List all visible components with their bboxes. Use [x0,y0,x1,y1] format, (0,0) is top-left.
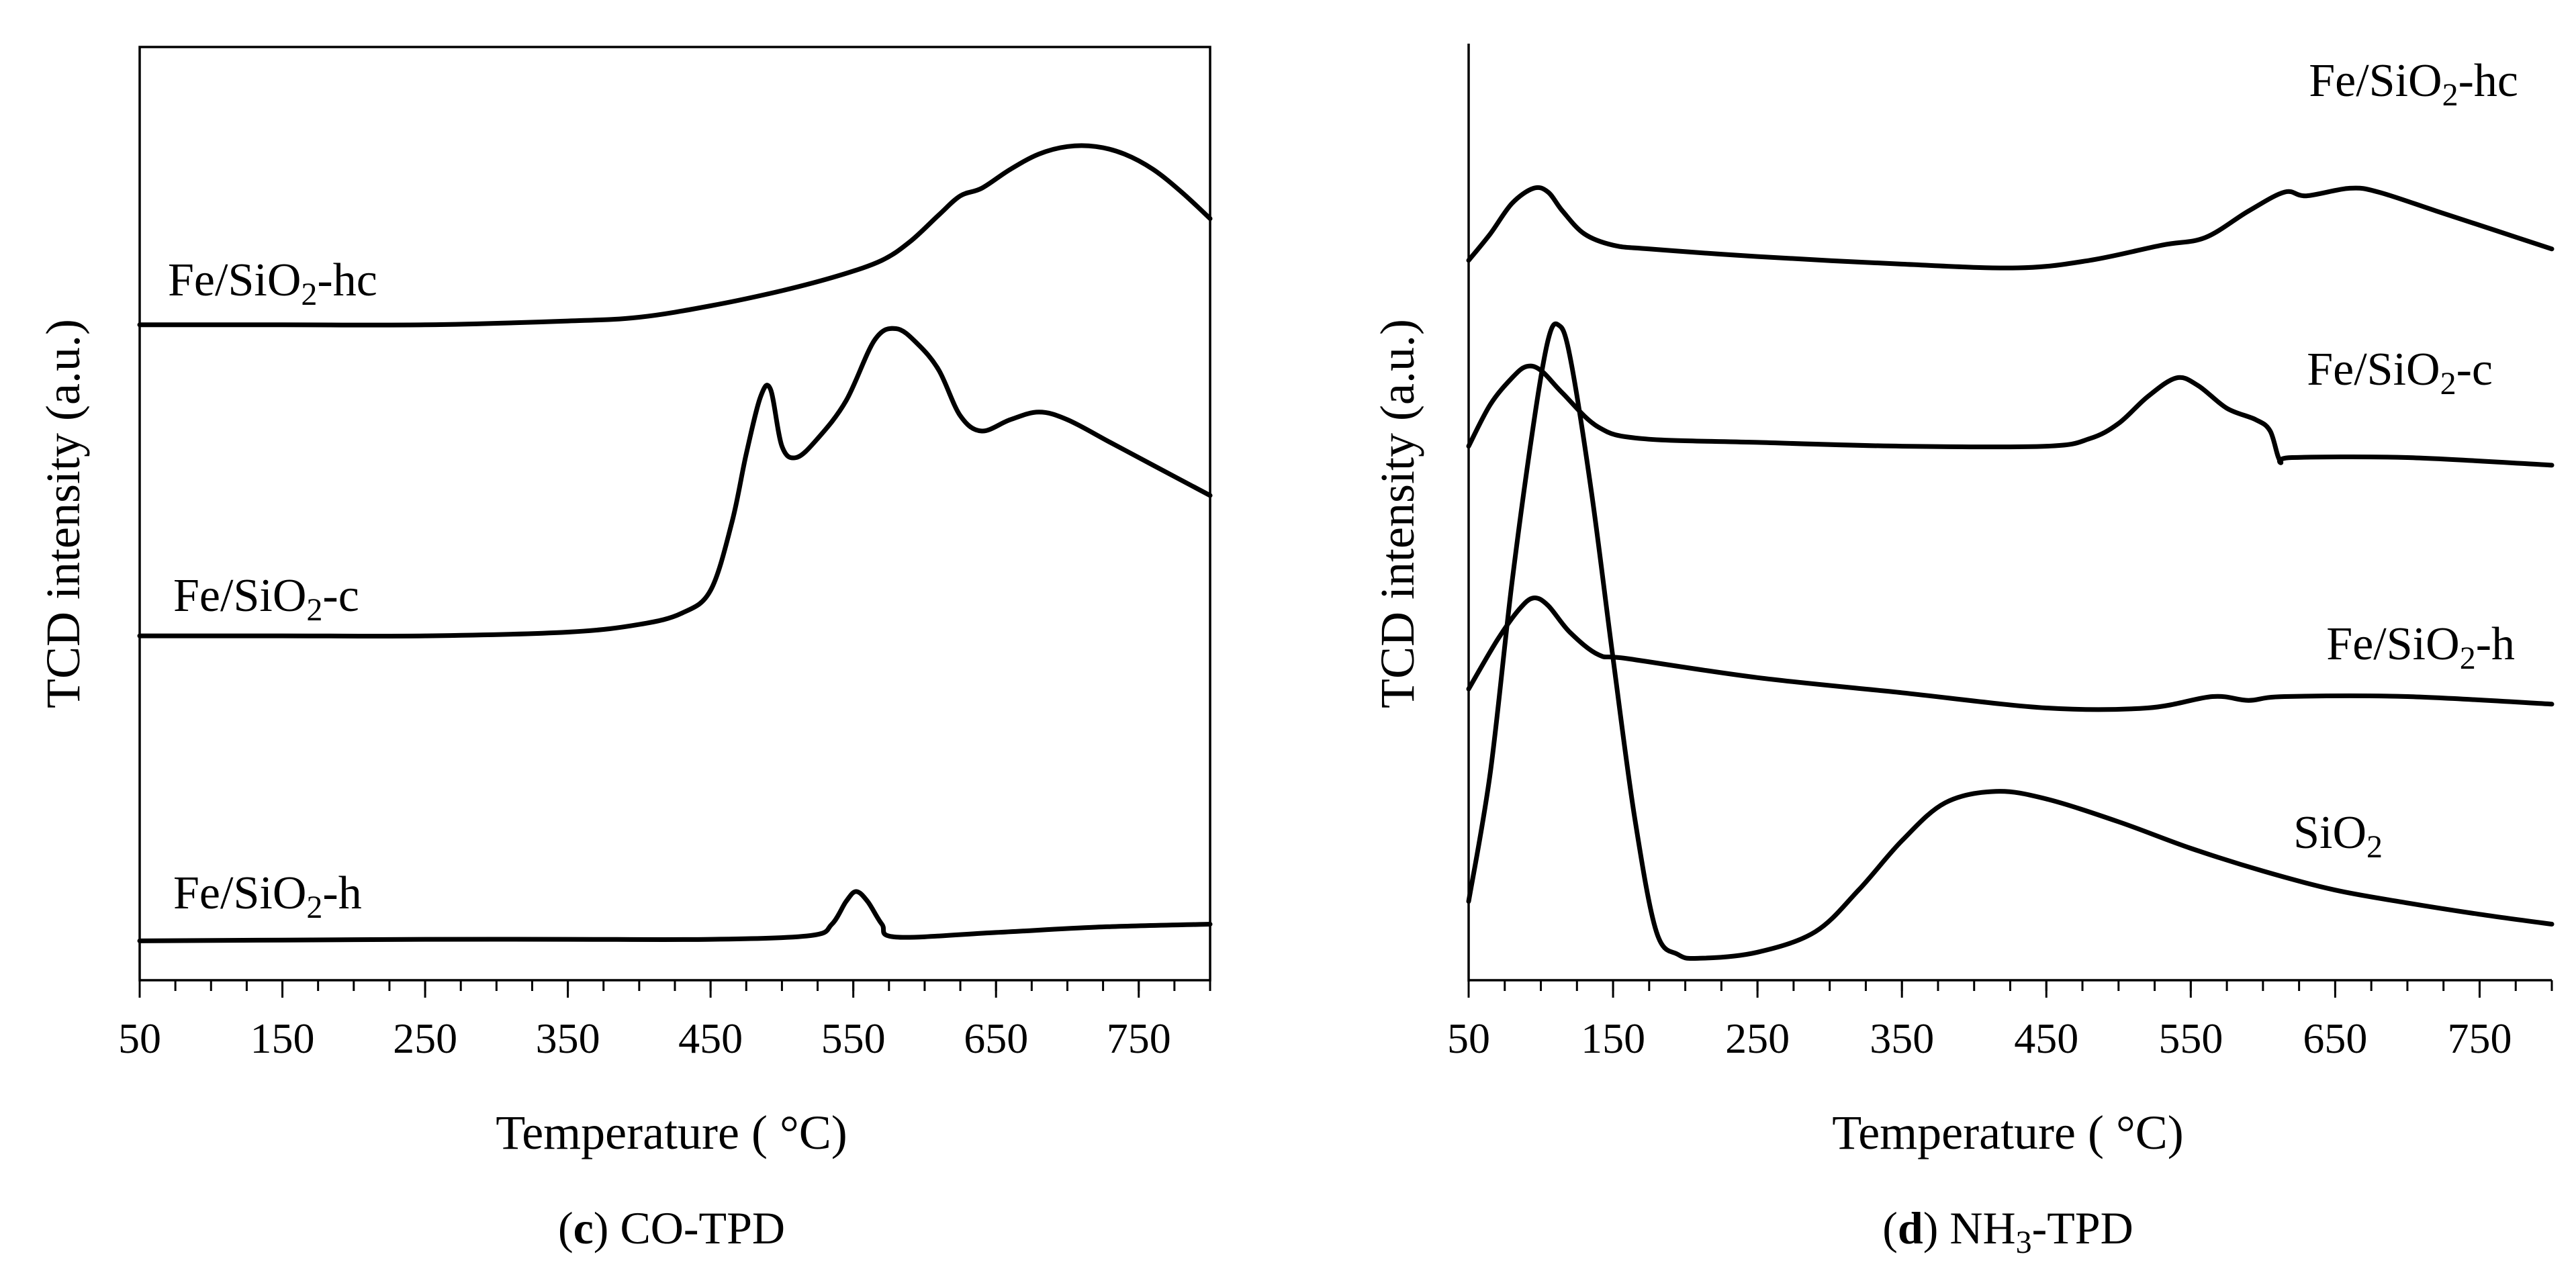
panel-d-caption-letter: d [1898,1202,1923,1253]
panel-c-x-axis-title: Temperature ( °C) [496,1106,847,1159]
panel-d-x-axis-title: Temperature ( °C) [1832,1106,2184,1159]
series-label-main: Fe/SiO [2307,344,2440,395]
series-line-fe-sio2-hc [137,143,1213,328]
panel-nh3-tpd: 50 150 250 350 450 550 650 750 Fe/SiO2-hcFe/SiO… [1371,44,2555,1260]
panel-co-tpd: 50 150 250 350 450 550 650 750 Fe/SiO2-hcFe/SiO… [36,46,1213,1253]
series-label-sub: 2 [301,277,317,312]
panel-c-caption: (c) CO-TPD [558,1202,785,1253]
series-label-tail: -c [322,570,359,622]
panel-d-caption-sub: 3 [2016,1225,2032,1260]
series-label-sub: 2 [306,890,322,925]
x-tick-label: 250 [393,1014,457,1062]
series-label-sio2: SiO2 [2293,807,2383,865]
x-tick-label: 650 [2303,1014,2367,1062]
series-label-sub: 2 [2366,829,2383,865]
series-label-fe-sio2-hc: Fe/SiO2-hc [168,254,377,312]
x-tick-label: 150 [250,1014,315,1062]
series-label-main: Fe/SiO [173,867,306,919]
x-tick-label: 750 [1107,1014,1171,1062]
series-label-tail: -h [322,867,361,919]
series-label-sub: 2 [2460,640,2476,676]
series-label-fe-sio2-h: Fe/SiO2-h [2326,618,2515,676]
x-tick-label: 450 [2014,1014,2078,1062]
series-line-fe-sio2-h [137,889,1213,943]
panel-d-caption-main: NH [1949,1202,2015,1253]
panel-c-caption-letter: c [573,1202,594,1253]
series-line-sio2 [1466,321,2555,961]
panel-d-y-axis-title: TCD intensity (a.u.) [1371,319,1424,708]
series-label-fe-sio2-c: Fe/SiO2-c [173,570,359,628]
series-label-main: Fe/SiO [2326,618,2459,670]
series-label-sub: 2 [2440,366,2456,401]
x-tick-label: 550 [821,1014,886,1062]
x-tick-label: 450 [678,1014,743,1062]
series-label-main: Fe/SiO [168,254,301,306]
series-label-main: Fe/SiO [173,570,306,622]
panel-c-plot-frame [138,46,1211,982]
panel-c-caption-text: CO-TPD [620,1202,785,1253]
x-tick-label: 750 [2447,1014,2512,1062]
series-label-sub: 2 [306,592,322,628]
series-label-tail: -h [2476,618,2515,670]
series-label-fe-sio2-c: Fe/SiO2-c [2307,344,2493,401]
series-label-tail: -hc [317,254,377,306]
x-tick-label: 150 [1581,1014,1645,1062]
x-tick-label: 550 [2158,1014,2223,1062]
x-tick-label: 50 [1447,1014,1490,1062]
series-line-fe-sio2-hc [1466,185,2555,271]
series-label-main: SiO [2293,807,2366,859]
panel-d-caption: (d) NH3-TPD [1882,1202,2133,1260]
series-line-fe-sio2-h [1466,595,2555,712]
series-label-fe-sio2-h: Fe/SiO2-h [173,867,362,925]
panel-c-y-axis-title: TCD intensity (a.u.) [36,319,90,708]
series-label-tail: -c [2456,344,2493,395]
x-tick-label: 650 [964,1014,1028,1062]
x-tick-label: 350 [1870,1014,1934,1062]
x-tick-label: 50 [118,1014,161,1062]
panel-d-caption-tail: -TPD [2032,1202,2133,1253]
panel-d-x-ticks: 50 150 250 350 450 550 650 750 [1447,980,2553,1062]
series-label-main: Fe/SiO [2309,55,2442,107]
series-line-fe-sio2-c [137,326,1213,638]
series-label-tail: -hc [2458,55,2518,107]
series-label-fe-sio2-hc: Fe/SiO2-hc [2309,55,2518,113]
series-label-sub: 2 [2442,77,2458,113]
panel-c-x-ticks: 50 150 250 350 450 550 650 750 [118,980,1211,1062]
x-tick-label: 250 [1725,1014,1790,1062]
x-tick-label: 350 [536,1014,600,1062]
